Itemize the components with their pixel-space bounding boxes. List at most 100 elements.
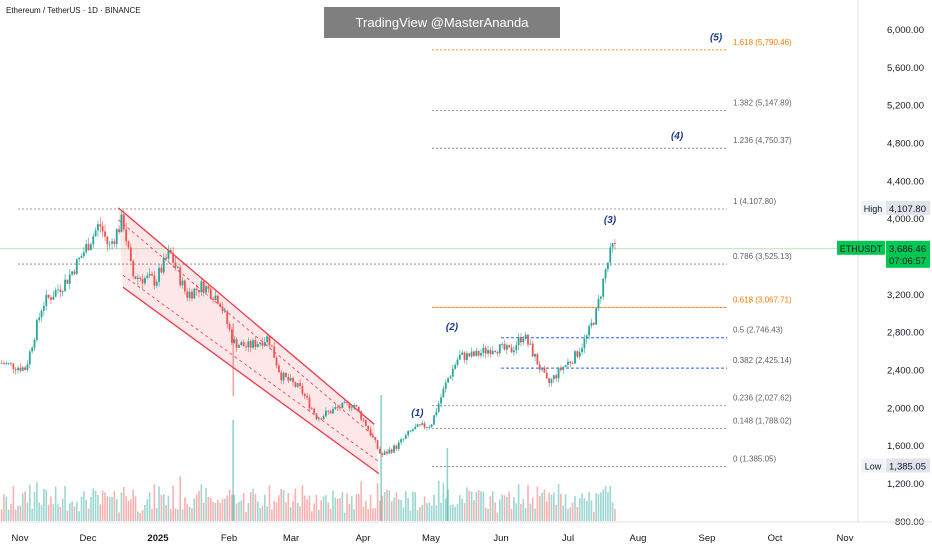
x-tick-label: Nov [12,533,29,544]
high-label: High [864,204,883,214]
candle-body [54,290,57,297]
volume-bar [177,509,179,521]
channel-upper-dashed [118,219,375,437]
candle-body [599,296,602,299]
low-value: 1,385.05 [889,461,926,472]
candle-body [61,290,64,292]
volume-bar [87,508,90,521]
volume-bar [123,486,125,521]
candle-body [127,241,130,248]
price-axis[interactable]: 800.001,200.001,600.002,000.002,400.002,… [857,0,924,528]
channel-upper-line [117,207,375,425]
candle-body [129,247,132,262]
volume-bar [358,494,360,521]
volume-bar [571,502,574,521]
candle-body [360,411,363,420]
candle-body [3,363,5,365]
candle-body [430,424,433,427]
candle-body [200,281,203,293]
volume-bar [273,500,275,521]
candle-body [292,377,294,383]
volume-bar [139,513,142,521]
volume-bar [24,491,26,521]
candle-body [578,352,581,357]
volume-bar [546,501,548,521]
volume-bar [348,503,351,521]
candle-body [137,277,139,280]
candle-body [17,367,19,371]
candle-body [280,372,283,381]
volume-bar [405,491,407,521]
volume-bar [282,490,285,521]
candle-body [87,244,90,251]
volume-bar [97,494,99,521]
x-tick-label: Dec [80,533,97,544]
candle-body [364,420,367,427]
volume-bar [104,492,106,521]
volume-bar [496,512,499,521]
candle-body [82,252,85,257]
candle-body [261,342,264,346]
volume-bar [311,511,313,521]
candle-body [160,267,163,273]
candle-body [437,403,440,412]
volume-bar [285,502,287,521]
symbol-badge-box [837,240,885,255]
candle-body [496,352,499,354]
candle-body [555,375,558,379]
candle-body [296,383,299,387]
candle-body [176,267,179,268]
volume-bar [106,496,109,521]
candle-body [193,288,196,299]
x-tick-label: Apr [356,533,371,544]
candle-body [487,350,489,354]
fib-level-label: 0.236 (2,027.62) [733,394,792,403]
candle-body [115,229,118,244]
volume-bar [238,502,240,521]
x-tick-label: 2025 [147,533,169,544]
candle-body [322,416,325,420]
candle-body [339,407,341,409]
candle-body [421,423,424,426]
candle-body [353,405,355,408]
volume-bar [419,507,421,521]
candle-body [233,339,236,343]
candle-body [534,354,536,357]
volume-bar [442,483,445,521]
candle-body [254,340,257,348]
high-value: 4,107.80 [889,204,926,215]
candle-body [503,343,506,350]
volume-bar [487,508,489,521]
volume-bar [390,501,393,521]
candle-body [611,243,614,248]
volume-bar [407,498,409,521]
x-tick-label: Sep [699,533,716,544]
volume-bar [414,492,416,521]
candle-body [12,363,15,370]
volume-bar [38,502,40,521]
candle-body [273,346,276,358]
volume-bar [85,499,87,521]
candle-body [155,281,158,286]
candle-body [266,336,269,343]
volume-bar [231,494,233,521]
candle-body [348,402,351,409]
volume-bar [574,496,576,521]
candle-body [252,340,254,348]
volume-bar [322,496,325,521]
candle-body [484,347,487,354]
y-tick-label: 2,800.00 [887,328,924,339]
candle-body [562,366,565,371]
candle-body [602,278,605,297]
volume-bar [80,496,83,521]
candle-body [428,426,431,428]
volume-bar [367,508,369,521]
volume-bar [339,498,341,521]
candle-body [498,344,501,354]
candle-body [212,298,214,301]
candle-body [567,361,569,365]
time-axis[interactable]: Nov Dec 2025 Feb Mar Apr May Jun Jul Aug Sep Oct Nov [0,521,932,544]
candle-body [466,353,468,360]
candle-body [538,364,541,370]
